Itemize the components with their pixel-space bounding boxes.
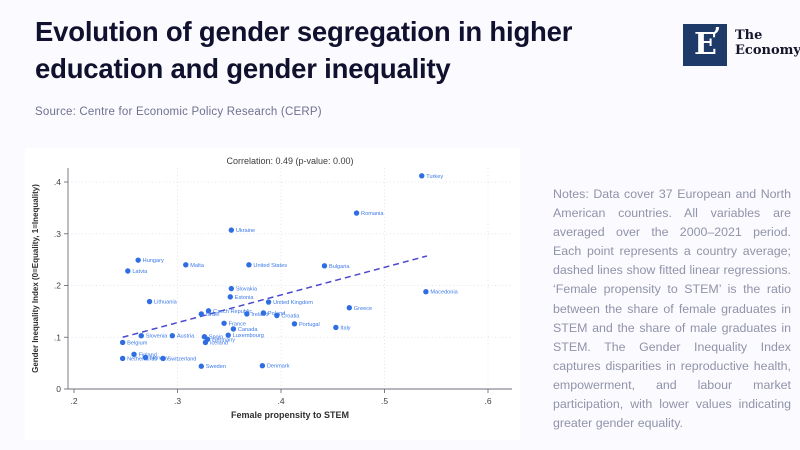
country-label: Israel (206, 312, 220, 318)
data-point (419, 173, 425, 179)
data-point (291, 321, 298, 327)
country-label: Ukraine (236, 228, 255, 234)
y-tick-label: .3 (54, 229, 61, 239)
logo-mark: E ’ (683, 22, 727, 66)
data-point (146, 298, 153, 305)
country-label: Turkey (426, 174, 443, 180)
data-point (198, 363, 205, 369)
country-label: Sweden (206, 364, 226, 370)
country-label: Germany (212, 337, 235, 343)
data-point (246, 262, 252, 268)
country-label: Austria (177, 334, 195, 340)
country-label: Lithuania (154, 300, 178, 306)
country-label: Latvia (132, 269, 148, 275)
country-label: Canada (238, 327, 258, 333)
country-label: Belgium (127, 340, 148, 346)
country-label: Slovenia (146, 334, 168, 340)
x-tick-label: .2 (70, 396, 77, 406)
data-point (202, 339, 209, 346)
data-point (228, 227, 235, 233)
data-point (119, 339, 126, 346)
logo-letter: E (694, 27, 717, 62)
country-label: Bulgaria (329, 264, 350, 270)
scatter-svg: 0 .1 .2 .3 .4 .2 .3 .4 .5 .6 Correlation: 0.49 (p-… (31, 156, 512, 420)
country-label: Switzerland (168, 356, 197, 362)
data-point (183, 262, 189, 268)
data-point (244, 311, 250, 317)
logo-wordmark: The Economy (735, 24, 800, 58)
data-point (125, 268, 131, 274)
data-point (138, 332, 144, 339)
country-label: Estonia (235, 295, 255, 301)
data-point (346, 305, 353, 311)
y-tick-label: .2 (54, 281, 61, 291)
x-tick-label: .5 (381, 396, 388, 406)
y-tick-label: 0 (56, 384, 61, 394)
country-label: Malta (190, 263, 205, 269)
data-point (135, 257, 141, 263)
country-label: Netherlands (127, 356, 157, 362)
data-point (227, 294, 233, 300)
country-label: Czech Republic (213, 309, 252, 315)
data-point (333, 324, 339, 331)
data-point (225, 332, 231, 338)
country-label: United Kingdom (273, 300, 313, 306)
country-label: Iceland (210, 340, 228, 346)
page-title: Evolution of gender segregation in highe… (35, 16, 573, 84)
x-tick-label: .4 (277, 396, 284, 406)
country-label: Romania (361, 211, 384, 217)
data-point (169, 332, 176, 339)
the-economy-logo: E ’ The Economy (683, 22, 800, 66)
data-point (131, 351, 137, 358)
data-point (353, 210, 360, 216)
data-point (142, 354, 149, 361)
x-axis-label: Female propensity to STEM (231, 410, 349, 420)
country-label: Spain (209, 335, 223, 341)
country-label: Croatia (281, 314, 300, 320)
data-point (259, 363, 266, 369)
country-label: Italy (340, 325, 350, 331)
data-point (228, 285, 235, 292)
country-label: Finland (139, 352, 157, 358)
x-tick-label: .6 (484, 396, 491, 406)
chart-title: Correlation: 0.49 (p-value: 0.00) (226, 156, 353, 166)
country-label: Hungary (143, 258, 164, 264)
data-point (321, 263, 328, 269)
data-point (198, 311, 205, 317)
data-point (221, 320, 227, 326)
x-tick-label: .3 (174, 396, 181, 406)
logo-accent-mark: ’ (712, 22, 721, 51)
notes-paragraph: Notes: Data cover 37 European and North … (553, 187, 791, 431)
data-point (423, 289, 429, 295)
country-label: Portugal (299, 322, 320, 328)
country-label: Denmark (267, 364, 290, 370)
country-label: Luxembourg (233, 333, 264, 339)
logo-word-line2: Economy (735, 42, 800, 58)
scatter-chart-card: 0 .1 .2 .3 .4 .2 .3 .4 .5 .6 Correlation: 0.49 (p-… (25, 148, 520, 440)
country-label: Norway (150, 355, 169, 361)
country-label: United States (253, 263, 287, 269)
data-point (119, 355, 126, 362)
y-axis-label: Gender Inequality Index (0=Equality, 1=I… (31, 184, 40, 373)
data-point (265, 299, 272, 305)
country-label: Greece (354, 306, 372, 312)
data-point (230, 326, 237, 332)
source-text: Source: Centre for Economic Policy Resea… (35, 106, 322, 118)
trend-line (122, 255, 428, 338)
country-label: Slovakia (236, 287, 258, 293)
country-label: Ireland (251, 312, 268, 318)
country-label: Macedonia (430, 290, 458, 296)
country-label: France (229, 321, 246, 327)
data-point (160, 355, 166, 362)
y-tick-label: .4 (54, 177, 61, 187)
data-point (274, 312, 280, 319)
y-tick-label: .1 (54, 332, 61, 342)
logo-word-line1: The (735, 28, 763, 43)
data-point (205, 308, 212, 314)
data-point (260, 310, 267, 316)
